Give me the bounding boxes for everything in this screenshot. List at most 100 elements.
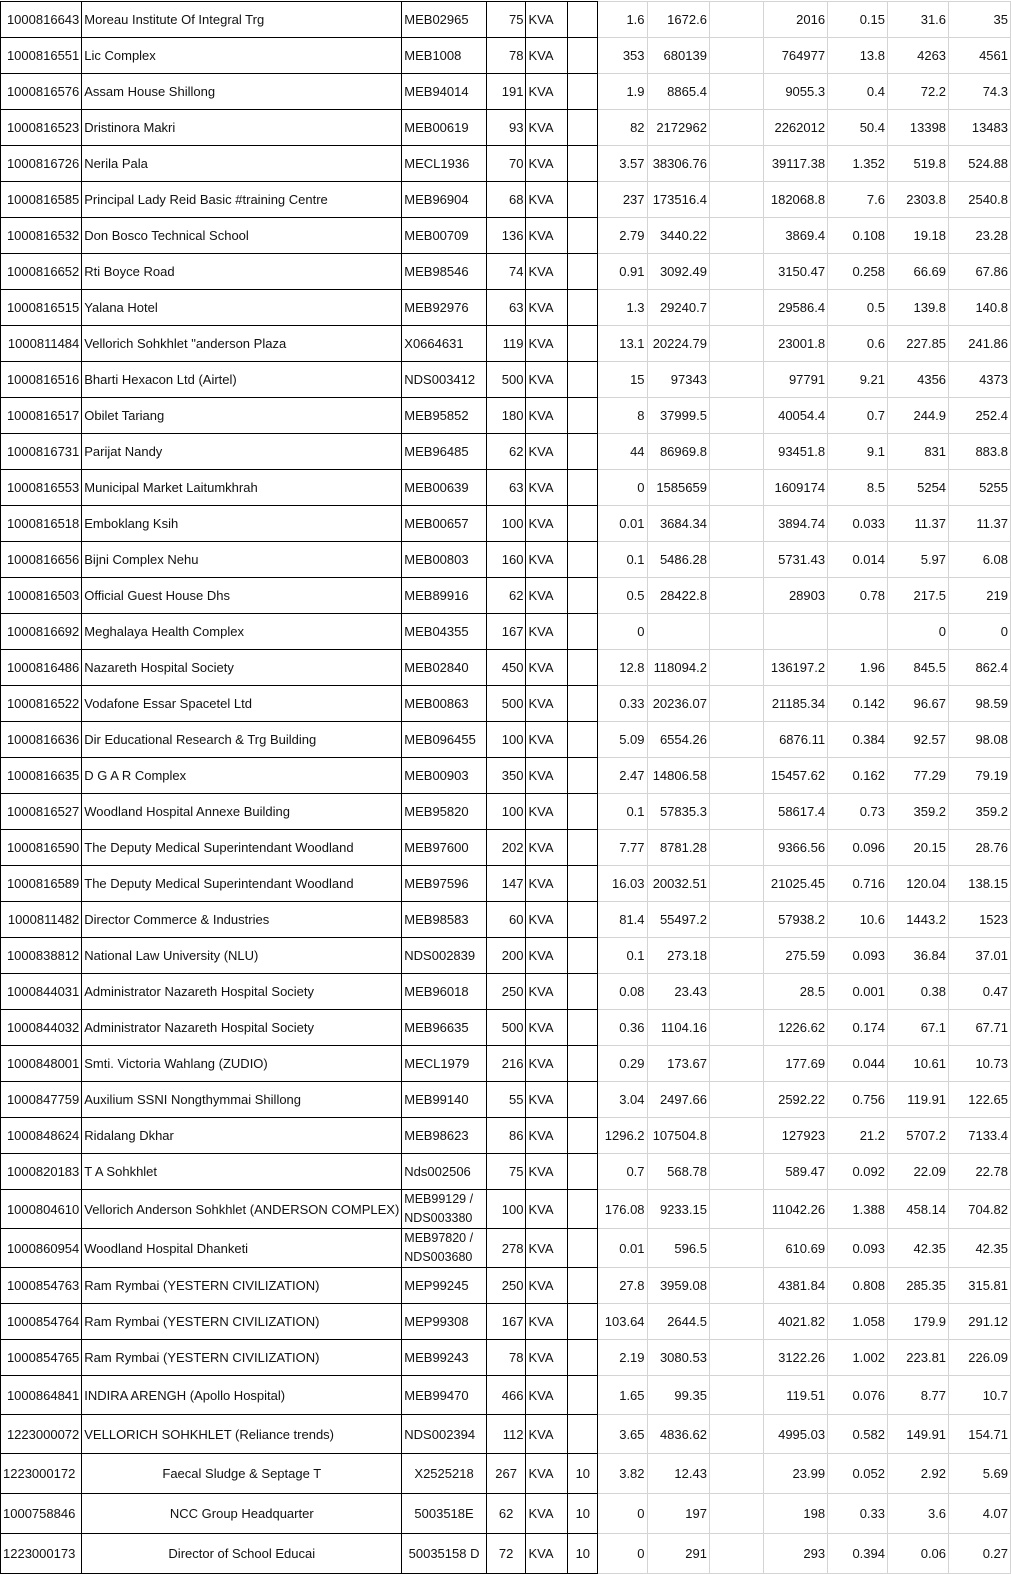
cell-value-a[interactable]: 0 (597, 1533, 648, 1574)
cell-extra-value[interactable] (567, 721, 599, 758)
cell-value-f[interactable]: 4.07 (948, 1493, 1011, 1534)
cell-meter-number[interactable]: MEB97820 / NDS003680 (401, 1228, 487, 1268)
cell-consumer-name[interactable]: The Deputy Medical Superintendant Woodla… (81, 865, 403, 902)
cell-blank[interactable] (708, 829, 764, 866)
cell-value-f[interactable]: 0.47 (948, 973, 1011, 1010)
cell-consumer-id[interactable]: 1000816590 (0, 829, 83, 866)
cell-value-c[interactable]: 21025.45 (762, 865, 829, 902)
cell-consumer-id[interactable]: 1000811482 (0, 901, 83, 938)
cell-blank[interactable] (708, 181, 764, 218)
cell-meter-number[interactable]: MEB98583 (401, 901, 487, 938)
cell-extra-value[interactable] (567, 1228, 599, 1268)
cell-meter-number[interactable]: X0664631 (401, 325, 487, 362)
cell-meter-number[interactable]: MEB00903 (401, 757, 487, 794)
cell-value-f[interactable]: 219 (948, 577, 1011, 614)
cell-value-e[interactable]: 845.5 (886, 649, 950, 686)
cell-value-a[interactable]: 176.08 (597, 1189, 648, 1229)
cell-load-unit[interactable]: KVA (525, 1009, 569, 1046)
cell-value-c[interactable]: 3869.4 (762, 217, 829, 254)
cell-extra-value[interactable] (567, 73, 599, 110)
cell-value-e[interactable]: 227.85 (886, 325, 950, 362)
cell-value-f[interactable]: 315.81 (948, 1267, 1011, 1304)
cell-extra-value[interactable] (567, 1081, 599, 1118)
cell-value-c[interactable]: 57938.2 (762, 901, 829, 938)
cell-extra-value[interactable] (567, 865, 599, 902)
cell-value-d[interactable]: 0.7 (827, 397, 888, 434)
cell-value-a[interactable]: 7.77 (597, 829, 648, 866)
cell-value-b[interactable]: 20032.51 (646, 865, 710, 902)
cell-extra-value[interactable] (567, 541, 599, 578)
cell-value-d[interactable]: 0.076 (827, 1375, 888, 1415)
cell-value-b[interactable]: 37999.5 (646, 397, 710, 434)
cell-consumer-id[interactable]: 1000848624 (0, 1117, 83, 1154)
cell-meter-number[interactable]: MECL1979 (401, 1045, 487, 1082)
cell-load-unit[interactable]: KVA (525, 109, 569, 146)
cell-value-c[interactable]: 23.99 (762, 1453, 829, 1494)
cell-load[interactable]: 100 (485, 793, 527, 830)
cell-value-c[interactable]: 198 (762, 1493, 829, 1534)
cell-consumer-name[interactable]: Vellorich Anderson Sohkhlet (ANDERSON CO… (81, 1189, 403, 1229)
cell-load[interactable]: 70 (485, 145, 527, 182)
cell-consumer-id[interactable]: 1223000072 (0, 1414, 83, 1454)
cell-load-unit[interactable]: KVA (525, 829, 569, 866)
cell-value-f[interactable]: 140.8 (948, 289, 1011, 326)
cell-consumer-name[interactable]: Don Bosco Technical School (81, 217, 403, 254)
cell-consumer-name[interactable]: Dir Educational Research & Trg Building (81, 721, 403, 758)
cell-value-d[interactable]: 1.352 (827, 145, 888, 182)
cell-blank[interactable] (708, 1153, 764, 1190)
cell-value-d[interactable]: 0.162 (827, 757, 888, 794)
cell-value-f[interactable]: 154.71 (948, 1414, 1011, 1454)
cell-value-b[interactable]: 3092.49 (646, 253, 710, 290)
cell-consumer-id[interactable]: 1000854764 (0, 1303, 83, 1340)
cell-value-c[interactable]: 3122.26 (762, 1339, 829, 1376)
cell-value-e[interactable]: 42.35 (886, 1228, 950, 1268)
cell-value-c[interactable]: 9366.56 (762, 829, 829, 866)
cell-consumer-name[interactable]: Smti. Victoria Wahlang (ZUDIO) (81, 1045, 403, 1082)
cell-extra-value[interactable] (567, 1009, 599, 1046)
cell-consumer-name[interactable]: Municipal Market Laitumkhrah (81, 469, 403, 506)
cell-value-d[interactable]: 0.73 (827, 793, 888, 830)
cell-load[interactable]: 250 (485, 1267, 527, 1304)
cell-value-a[interactable]: 44 (597, 433, 648, 470)
cell-value-d[interactable]: 8.5 (827, 469, 888, 506)
cell-value-d[interactable]: 1.96 (827, 649, 888, 686)
cell-blank[interactable] (708, 865, 764, 902)
cell-value-c[interactable]: 119.51 (762, 1375, 829, 1415)
cell-value-c[interactable]: 177.69 (762, 1045, 829, 1082)
cell-value-e[interactable]: 31.6 (886, 1, 950, 38)
cell-blank[interactable] (708, 1045, 764, 1082)
cell-load[interactable]: 350 (485, 757, 527, 794)
cell-meter-number[interactable]: MEB89916 (401, 577, 487, 614)
cell-value-c[interactable]: 28.5 (762, 973, 829, 1010)
cell-load[interactable]: 74 (485, 253, 527, 290)
cell-load-unit[interactable]: KVA (525, 793, 569, 830)
cell-consumer-name[interactable]: Moreau Institute Of Integral Trg (81, 1, 403, 38)
cell-extra-value[interactable]: 10 (567, 1493, 599, 1534)
cell-blank[interactable] (708, 1228, 764, 1268)
cell-value-d[interactable]: 50.4 (827, 109, 888, 146)
cell-blank[interactable] (708, 1533, 764, 1574)
cell-value-b[interactable]: 55497.2 (646, 901, 710, 938)
cell-load-unit[interactable]: KVA (525, 505, 569, 542)
cell-load[interactable]: 136 (485, 217, 527, 254)
cell-consumer-name[interactable]: Woodland Hospital Annexe Building (81, 793, 403, 830)
cell-extra-value[interactable] (567, 325, 599, 362)
cell-value-e[interactable]: 67.1 (886, 1009, 950, 1046)
cell-consumer-name[interactable]: Woodland Hospital Dhanketi (81, 1228, 403, 1268)
cell-value-c[interactable]: 23001.8 (762, 325, 829, 362)
cell-value-e[interactable]: 5707.2 (886, 1117, 950, 1154)
cell-meter-number[interactable]: MEB99140 (401, 1081, 487, 1118)
cell-value-e[interactable]: 2.92 (886, 1453, 950, 1494)
cell-value-c[interactable]: 1226.62 (762, 1009, 829, 1046)
cell-value-a[interactable]: 5.09 (597, 721, 648, 758)
cell-value-a[interactable]: 81.4 (597, 901, 648, 938)
cell-meter-number[interactable]: NDS002394 (401, 1414, 487, 1454)
cell-meter-number[interactable]: Nds002506 (401, 1153, 487, 1190)
cell-load[interactable]: 500 (485, 685, 527, 722)
cell-load[interactable]: 119 (485, 325, 527, 362)
cell-meter-number[interactable]: MEB04355 (401, 613, 487, 650)
cell-consumer-name[interactable]: Bharti Hexacon Ltd (Airtel) (81, 361, 403, 398)
cell-value-f[interactable]: 4373 (948, 361, 1011, 398)
cell-extra-value[interactable]: 10 (567, 1533, 599, 1574)
cell-value-e[interactable]: 3.6 (886, 1493, 950, 1534)
